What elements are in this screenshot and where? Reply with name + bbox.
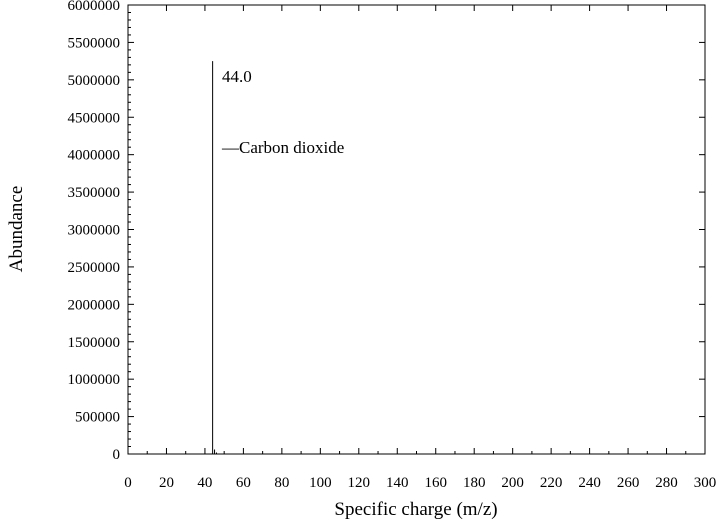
peak-compound-label: —Carbon dioxide (221, 138, 344, 157)
y-axis-ticks: 0 500000 1000000 1500000 2000000 2500000 30000… (68, 0, 705, 463)
y-tick-label: 5500000 (68, 35, 121, 51)
x-tick-label: 200 (501, 475, 524, 491)
y-tick-label: 2000000 (68, 297, 121, 313)
x-axis-title: Specific charge (m/z) (334, 499, 497, 520)
x-tick-label: 220 (540, 475, 563, 491)
y-tick-label: 1000000 (68, 372, 121, 388)
x-tick-label: 240 (578, 475, 601, 491)
y-tick-label: 4500000 (68, 110, 121, 126)
plot-frame (127, 4, 706, 455)
y-tick-label: 3000000 (68, 223, 121, 239)
y-tick-label: 6000000 (68, 0, 121, 14)
y-tick-label: 1500000 (68, 335, 121, 351)
y-tick-label: 5000000 (68, 73, 121, 89)
x-tick-label: 160 (424, 475, 447, 491)
y-axis-title: Abundance (6, 186, 27, 273)
spectrum-bars (212, 61, 217, 454)
y-tick-label: 4000000 (68, 148, 121, 164)
x-tick-label: 40 (197, 475, 212, 491)
x-tick-label: 300 (694, 475, 717, 491)
x-tick-label: 180 (463, 475, 486, 491)
peak-label: 44.0 (222, 67, 252, 86)
y-tick-label: 500000 (75, 410, 120, 426)
x-tick-label: 280 (655, 475, 678, 491)
y-tick-label: 0 (113, 447, 121, 463)
x-tick-label: 100 (309, 475, 332, 491)
x-tick-label: 60 (236, 475, 251, 491)
x-tick-label: 260 (617, 475, 640, 491)
y-tick-label: 3500000 (68, 185, 121, 201)
y-tick-label: 2500000 (68, 260, 121, 276)
x-tick-label: 140 (386, 475, 409, 491)
x-tick-label: 20 (159, 475, 174, 491)
x-tick-label: 120 (348, 475, 371, 491)
x-axis-ticks: 0 20 40 60 80 100 120 140 160 180 200 220 240 260 280 3… (124, 5, 716, 491)
x-tick-label: 80 (274, 475, 289, 491)
x-tick-label: 0 (124, 475, 132, 491)
